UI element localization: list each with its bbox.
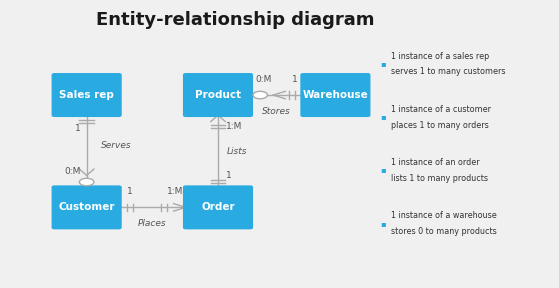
Text: 1:M: 1:M <box>167 187 183 196</box>
Text: ▪: ▪ <box>380 219 386 228</box>
FancyBboxPatch shape <box>183 74 253 116</box>
FancyBboxPatch shape <box>301 74 370 116</box>
Text: lists 1 to many products: lists 1 to many products <box>391 174 489 183</box>
Circle shape <box>79 178 94 186</box>
Text: Entity-relationship diagram: Entity-relationship diagram <box>96 11 374 29</box>
Text: 1 instance of a customer: 1 instance of a customer <box>391 105 491 114</box>
Text: Sales rep: Sales rep <box>59 90 114 100</box>
Text: places 1 to many orders: places 1 to many orders <box>391 121 489 130</box>
Circle shape <box>253 91 267 99</box>
Text: 1:M: 1:M <box>226 122 243 131</box>
Text: 1: 1 <box>75 124 81 133</box>
Text: 0:M: 0:M <box>65 167 81 176</box>
Text: Warehouse: Warehouse <box>302 90 368 100</box>
Text: 1 instance of a sales rep: 1 instance of a sales rep <box>391 52 490 61</box>
Text: 1: 1 <box>127 187 133 196</box>
FancyBboxPatch shape <box>183 186 253 229</box>
Text: 1: 1 <box>292 75 297 84</box>
Text: Lists: Lists <box>226 147 247 156</box>
Text: Stores: Stores <box>262 107 291 115</box>
FancyBboxPatch shape <box>53 186 121 229</box>
Text: 1 instance of a warehouse: 1 instance of a warehouse <box>391 211 497 221</box>
Text: Places: Places <box>138 219 167 228</box>
Text: Product: Product <box>195 90 241 100</box>
Text: ▪: ▪ <box>380 112 386 121</box>
Text: Customer: Customer <box>58 202 115 212</box>
Text: serves 1 to many customers: serves 1 to many customers <box>391 67 506 77</box>
Text: 1: 1 <box>226 171 232 180</box>
Text: 0:M: 0:M <box>256 75 272 84</box>
Text: ▪: ▪ <box>380 59 386 68</box>
Text: ▪: ▪ <box>380 165 386 175</box>
Text: stores 0 to many products: stores 0 to many products <box>391 227 497 236</box>
Text: Order: Order <box>201 202 235 212</box>
FancyBboxPatch shape <box>53 74 121 116</box>
Text: 1 instance of an order: 1 instance of an order <box>391 158 480 167</box>
Text: Serves: Serves <box>101 141 131 150</box>
